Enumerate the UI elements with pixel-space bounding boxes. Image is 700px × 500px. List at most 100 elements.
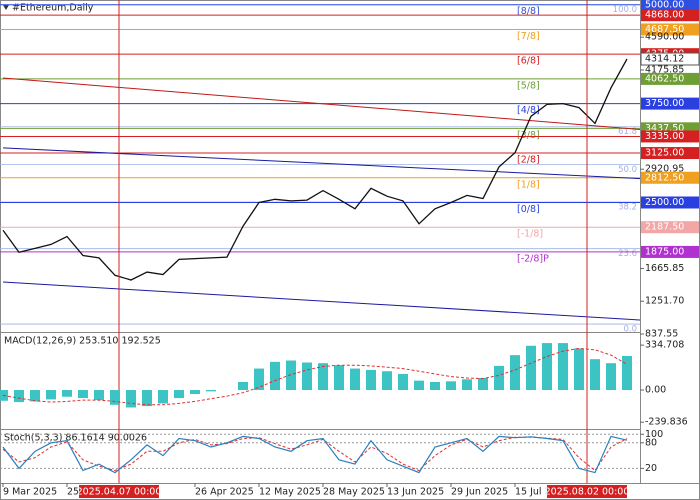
- last-price-label: 4314.12: [645, 53, 684, 64]
- price-tag: [641, 130, 699, 143]
- x-tick-label: 15 Jul 2: [515, 487, 551, 498]
- murrey-label: [3/8]: [517, 130, 540, 141]
- murrey-label: [0/8]: [517, 204, 540, 215]
- macd-bar: [30, 390, 40, 402]
- y-tick-label: 2920.95: [645, 164, 684, 175]
- title-icon: [3, 5, 9, 10]
- fib-label: 50.0: [618, 165, 637, 175]
- trendline: [2, 281, 640, 321]
- x-tick-label: 26 Apr 2025: [195, 487, 254, 498]
- macd-bar: [334, 365, 344, 391]
- trendline: [2, 147, 640, 180]
- price-tag-label: 2187.50: [645, 222, 684, 233]
- price-tag: [641, 9, 699, 22]
- price-tag: [641, 97, 699, 110]
- last-price-tag: [640, 52, 700, 66]
- price-tag-label: 4868.00: [645, 10, 684, 21]
- macd-bar: [94, 390, 104, 401]
- murrey-label: [7/8]: [517, 31, 540, 42]
- macd-bar: [206, 390, 216, 392]
- macd-bar: [302, 362, 312, 391]
- chart-title: #Ethereum,Daily: [12, 3, 94, 14]
- macd-bar: [78, 390, 88, 399]
- macd-bar: [350, 368, 360, 391]
- x-tick-label: 13 Jun 2025: [387, 487, 444, 498]
- marker-label: 2025.08.02 00:00: [545, 487, 630, 498]
- price-tag-label: 3437.50: [645, 123, 684, 134]
- murrey-label: [2/8]: [517, 155, 540, 166]
- y-tick-label: -239.836: [645, 417, 688, 428]
- murrey-label: [4/8]: [517, 105, 540, 116]
- x-tick-label: 9 Mar 2025: [3, 487, 57, 498]
- fib-label: 23.6: [618, 249, 637, 259]
- price-tag-label: 1875.00: [645, 246, 684, 257]
- x-tick-label: 25: [67, 487, 79, 498]
- price-tag-label: 3125.00: [645, 148, 684, 159]
- x-tick-label: 28 May 2025: [323, 487, 385, 498]
- fib-label: 61.8: [618, 127, 637, 137]
- fib-label: 0.0: [623, 325, 637, 335]
- y-tick-label: 100: [645, 429, 663, 440]
- macd-bar: [510, 355, 520, 391]
- macd-bar: [46, 390, 56, 400]
- macd-bar: [414, 380, 424, 391]
- price-tag: [641, 171, 699, 184]
- stoch-main: [2, 435, 628, 474]
- macd-bar: [142, 390, 152, 407]
- y-tick-label: 837.55: [645, 328, 678, 339]
- y-tick-label: 80: [645, 437, 657, 448]
- y-tick-label: 4590.00: [645, 32, 684, 43]
- macd-bar: [446, 381, 456, 391]
- price-tag: [641, 0, 699, 11]
- price-tag-label: 4062.50: [645, 73, 684, 84]
- macd-title: MACD(12,26,9) 253.510 192.525: [4, 336, 161, 347]
- y-tick-label: 0.00: [645, 385, 666, 396]
- fib-label: 100.0: [613, 5, 637, 15]
- macd-bar: [590, 359, 600, 391]
- macd-bar: [286, 360, 296, 391]
- macd-bar: [174, 390, 184, 399]
- macd-bar: [238, 381, 248, 391]
- x-tick-label: 29 Jun 2025: [451, 487, 508, 498]
- price-tag-label: 3750.00: [645, 98, 684, 109]
- y-tick-label: 1251.70: [645, 296, 684, 307]
- macd-bar: [190, 390, 200, 395]
- trendline: [2, 77, 640, 130]
- marker-tag: [79, 485, 159, 498]
- murrey-label: [8/8]: [517, 6, 540, 17]
- murrey-label: [1/8]: [517, 179, 540, 190]
- y-tick-label: 1665.85: [645, 263, 684, 274]
- macd-bar: [526, 345, 536, 391]
- price-tag: [641, 23, 699, 36]
- macd-bar: [270, 361, 280, 391]
- murrey-label: [-2/8]P: [517, 253, 549, 264]
- price-tag: [641, 196, 699, 209]
- price-tag: [641, 245, 699, 258]
- macd-bar: [318, 363, 328, 391]
- stoch-title: Stoch(5,3,3) 86.1614 90.0026: [4, 433, 147, 444]
- macd-bar: [574, 348, 584, 391]
- price-tag-label: 2500.00: [645, 197, 684, 208]
- macd-bar: [494, 365, 504, 391]
- macd-signal: [2, 347, 628, 406]
- macd-bar: [14, 390, 24, 403]
- macd-bar: [542, 343, 552, 391]
- macd-bar: [126, 390, 136, 408]
- price-tag-label: 2812.50: [645, 172, 684, 183]
- price-tag-label: 5000.00: [645, 0, 684, 10]
- price-tag-label: 4687.50: [645, 24, 684, 35]
- macd-bar: [382, 371, 392, 391]
- macd-bar: [558, 343, 568, 391]
- marker-label: 2025.04.07 00:00: [77, 487, 162, 498]
- marker-tag: [547, 485, 627, 498]
- price-tag: [641, 147, 699, 160]
- macd-bar: [430, 381, 440, 391]
- y-tick-label: 334.708: [645, 340, 684, 351]
- x-tick-label: 12 May 2025: [259, 487, 321, 498]
- macd-bar: [158, 390, 168, 404]
- murrey-label: [6/8]: [517, 56, 540, 67]
- price-line: [2, 58, 628, 281]
- fib-label: 38.2: [618, 203, 637, 213]
